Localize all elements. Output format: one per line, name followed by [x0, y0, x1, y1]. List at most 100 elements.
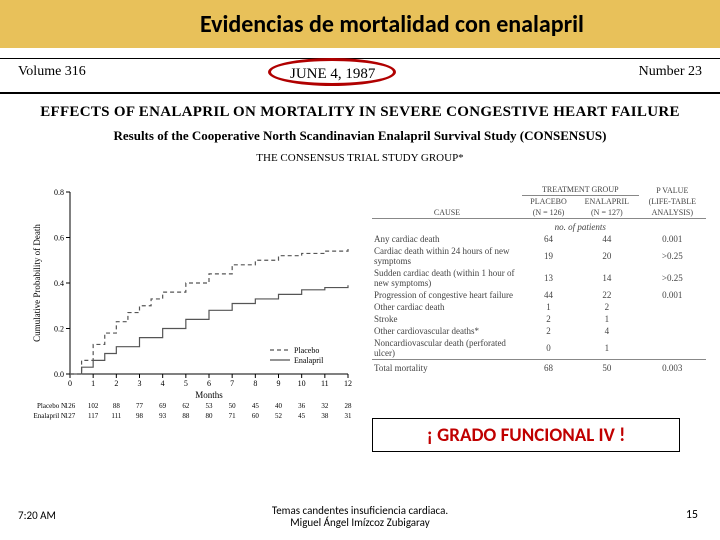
svg-text:98: 98 — [136, 412, 144, 420]
cell-pvalue: 0.003 — [639, 362, 706, 374]
svg-text:Enalapril: Enalapril — [294, 356, 324, 365]
svg-text:31: 31 — [345, 412, 353, 420]
svg-text:117: 117 — [88, 412, 99, 420]
cell-enalapril: 14 — [575, 267, 639, 289]
table-row: Other cardiovascular deaths*24 — [372, 325, 706, 337]
cell-enalapril: 2 — [575, 301, 639, 313]
cell-pvalue — [639, 313, 706, 325]
th-group: TREATMENT GROUP — [522, 184, 639, 196]
cell-pvalue: >0.25 — [639, 245, 706, 267]
svg-text:Enalapril N: Enalapril N — [34, 412, 66, 420]
svg-text:111: 111 — [111, 412, 121, 420]
table-row: Stroke21 — [372, 313, 706, 325]
journal-header: Volume 316 JUNE 4, 1987 Number 23 — [0, 64, 720, 86]
cell-placebo: 44 — [522, 289, 575, 301]
svg-text:0.2: 0.2 — [54, 325, 64, 334]
paper-author: THE CONSENSUS TRIAL STUDY GROUP* — [0, 152, 720, 164]
callout-text: ¡ GRADO FUNCIONAL IV ! — [427, 424, 626, 447]
cell-enalapril: 20 — [575, 245, 639, 267]
svg-text:45: 45 — [252, 402, 259, 410]
svg-text:62: 62 — [182, 402, 190, 410]
cell-label: Other cardiac death — [372, 301, 522, 313]
svg-text:Months: Months — [195, 390, 223, 400]
table-row: Other cardiac death12 — [372, 301, 706, 313]
svg-text:0.0: 0.0 — [54, 370, 64, 379]
svg-text:45: 45 — [298, 412, 306, 420]
svg-text:4: 4 — [161, 379, 165, 388]
chart-svg: 0.00.20.40.60.80123456789101112MonthsCum… — [28, 184, 358, 434]
cell-label: Other cardiovascular deaths* — [372, 325, 522, 337]
svg-text:0: 0 — [68, 379, 72, 388]
cell-label: Stroke — [372, 313, 522, 325]
svg-text:0.4: 0.4 — [54, 279, 64, 288]
table-row: Cardiac death within 24 hours of new sym… — [372, 245, 706, 267]
svg-text:127: 127 — [65, 412, 76, 420]
svg-text:28: 28 — [345, 402, 353, 410]
footer: 7:20 AM Temas candentes insuficiencia ca… — [0, 492, 720, 540]
cell-pvalue: 0.001 — [639, 233, 706, 245]
table-row: Total mortality68500.003 — [372, 362, 706, 374]
svg-text:32: 32 — [321, 402, 329, 410]
rule-mid — [0, 92, 720, 94]
no-of-patients: no. of patients — [522, 221, 639, 233]
svg-text:88: 88 — [113, 402, 121, 410]
svg-text:12: 12 — [344, 379, 352, 388]
cell-pvalue — [639, 301, 706, 313]
svg-text:38: 38 — [321, 412, 329, 420]
svg-text:40: 40 — [275, 402, 283, 410]
svg-text:Placebo: Placebo — [294, 346, 319, 355]
cell-label: Cardiac death within 24 hours of new sym… — [372, 245, 522, 267]
svg-text:52: 52 — [275, 412, 283, 420]
svg-text:88: 88 — [182, 412, 190, 420]
svg-text:77: 77 — [136, 402, 144, 410]
journal-number: Number 23 — [639, 64, 702, 80]
table-row: Any cardiac death64440.001 — [372, 233, 706, 245]
cell-label: Noncardiovascular death (perforated ulce… — [372, 337, 522, 360]
th-cause: CAUSE — [372, 184, 522, 219]
paper-subtitle: Results of the Cooperative North Scandin… — [0, 128, 720, 144]
table-row: Progression of congestive heart failure4… — [372, 289, 706, 301]
callout-box: ¡ GRADO FUNCIONAL IV ! — [372, 418, 680, 452]
cell-enalapril: 44 — [575, 233, 639, 245]
svg-text:3: 3 — [138, 379, 142, 388]
svg-text:7: 7 — [230, 379, 234, 388]
svg-text:126: 126 — [65, 402, 76, 410]
cell-enalapril: 4 — [575, 325, 639, 337]
cell-placebo: 13 — [522, 267, 575, 289]
th-p2: (LIFE-TABLE — [639, 196, 706, 208]
svg-text:Cumulative Probability of Deat: Cumulative Probability of Death — [32, 224, 42, 342]
svg-text:8: 8 — [253, 379, 257, 388]
svg-text:53: 53 — [206, 402, 214, 410]
table-body: Any cardiac death64440.001Cardiac death … — [372, 233, 706, 374]
cell-enalapril: 1 — [575, 313, 639, 325]
table-row: Noncardiovascular death (perforated ulce… — [372, 337, 706, 360]
cell-enalapril: 50 — [575, 362, 639, 374]
cell-pvalue — [639, 337, 706, 360]
svg-text:36: 36 — [298, 402, 306, 410]
cell-pvalue — [639, 325, 706, 337]
survival-chart: 0.00.20.40.60.80123456789101112MonthsCum… — [28, 184, 358, 434]
cell-enalapril: 22 — [575, 289, 639, 301]
cell-label: Total mortality — [372, 362, 522, 374]
journal-volume: Volume 316 — [18, 64, 86, 80]
svg-text:5: 5 — [184, 379, 188, 388]
cell-placebo: 19 — [522, 245, 575, 267]
svg-text:60: 60 — [252, 412, 259, 420]
svg-text:6: 6 — [207, 379, 211, 388]
th-placebo-n: (N = 126) — [522, 207, 575, 219]
svg-text:50: 50 — [229, 402, 237, 410]
cell-pvalue: >0.25 — [639, 267, 706, 289]
th-p3: ANALYSIS) — [639, 207, 706, 219]
svg-text:9: 9 — [277, 379, 281, 388]
svg-text:69: 69 — [159, 402, 167, 410]
cell-label: Any cardiac death — [372, 233, 522, 245]
svg-text:0.8: 0.8 — [54, 188, 64, 197]
svg-text:10: 10 — [298, 379, 306, 388]
svg-text:Placebo N: Placebo N — [37, 402, 66, 410]
th-enalapril: ENALAPRIL — [575, 196, 639, 208]
cell-placebo: 2 — [522, 313, 575, 325]
cell-placebo: 0 — [522, 337, 575, 360]
svg-text:80: 80 — [206, 412, 214, 420]
cell-label: Progression of congestive heart failure — [372, 289, 522, 301]
cell-placebo: 68 — [522, 362, 575, 374]
